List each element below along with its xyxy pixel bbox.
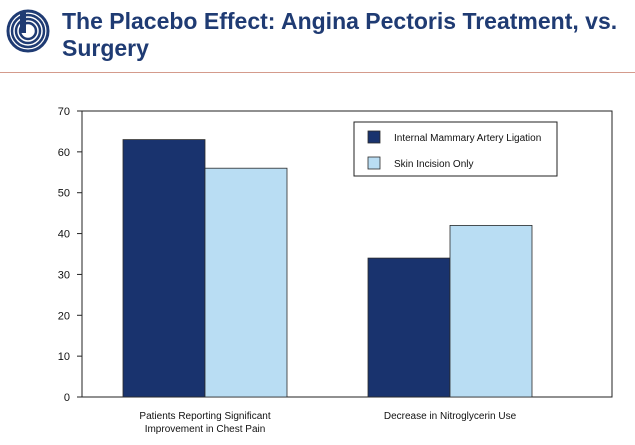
bar-skin-incision — [204, 167, 288, 398]
y-tick-label: 40 — [58, 229, 70, 241]
bar-skin-incision — [449, 224, 533, 398]
x-category-label: Patients Reporting Significant — [139, 411, 270, 422]
y-tick-label: 70 — [58, 106, 70, 118]
y-tick-label: 20 — [58, 310, 70, 322]
y-tick-label: 10 — [58, 351, 70, 363]
bar-ligation — [122, 139, 206, 398]
bar-ligation — [367, 257, 451, 398]
y-tick-label: 0 — [64, 392, 70, 404]
x-category-label: Decrease in Nitroglycerin Use — [384, 411, 517, 422]
title-divider — [0, 72, 635, 73]
plot-frame — [81, 110, 613, 398]
y-tick-label: 50 — [58, 188, 70, 200]
y-tick-label: 30 — [58, 269, 70, 281]
legend-swatch — [367, 130, 381, 144]
legend-box — [353, 121, 558, 177]
x-category-label: Improvement in Chest Pain — [145, 424, 266, 435]
logo-icon — [6, 9, 50, 53]
y-tick-label: 60 — [58, 147, 70, 159]
legend-swatch — [367, 156, 381, 170]
legend-label: Skin Incision Only — [394, 159, 473, 170]
legend-label: Internal Mammary Artery Ligation — [394, 133, 541, 144]
bar-chart: 0 10 20 30 40 50 60 70 Patients Reporting Signif… — [58, 106, 613, 435]
page-title: The Placebo Effect: Angina Pectoris Trea… — [62, 8, 618, 61]
